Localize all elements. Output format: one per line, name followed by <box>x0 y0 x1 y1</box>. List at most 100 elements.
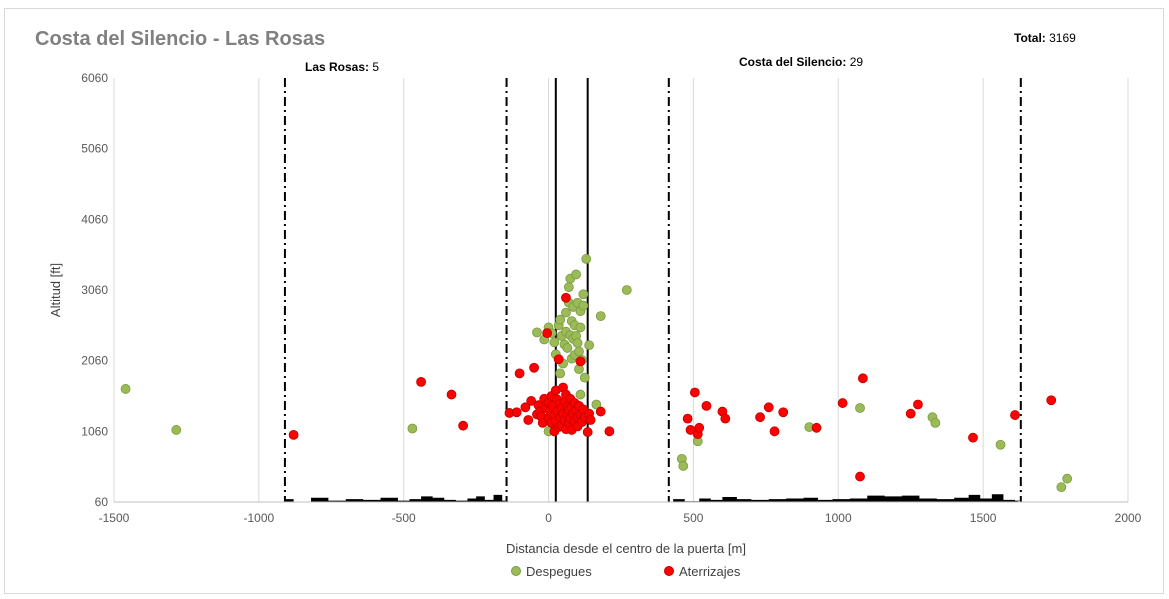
despegue-point <box>120 384 131 394</box>
las-rosas-label: Las Rosas: <box>305 60 370 74</box>
despegue-point <box>549 337 560 348</box>
y-tick-label: 6060 <box>81 71 108 85</box>
chart-title: Costa del Silencio - Las Rosas <box>35 28 326 50</box>
x-tick-label: 500 <box>683 511 703 525</box>
aterrizaje-point <box>523 415 534 425</box>
despegue-point <box>407 423 418 434</box>
x-tick-label: 2000 <box>1115 511 1142 525</box>
despegue-point <box>581 254 592 264</box>
las-rosas-value: 5 <box>372 60 380 74</box>
y-tick-label: 2060 <box>81 354 108 368</box>
x-tick-label: -1500 <box>99 511 130 525</box>
despegue-point <box>995 439 1006 450</box>
despegue-point <box>561 307 571 318</box>
legend-aterrizajes-marker <box>664 566 674 576</box>
total-value: 3169 <box>1049 31 1076 45</box>
aterrizaje-point <box>855 471 865 482</box>
las-rosas-annotation: Las Rosas: 5 <box>305 60 379 74</box>
axes: -1500 -1000 -500 0 500 1000 1500 2000 60 1060 2060… <box>81 71 1141 525</box>
aterrizaje-point <box>511 407 522 418</box>
y-tick-label: 5060 <box>81 142 108 156</box>
aterrizaje-point <box>561 292 571 303</box>
despegue-point <box>571 269 581 280</box>
aterrizaje-point <box>720 413 731 424</box>
despegue-point <box>595 311 606 322</box>
aterrizaje-point <box>446 389 457 400</box>
despegue-point <box>555 314 566 325</box>
despegue-point <box>1056 482 1067 493</box>
despegue-point <box>562 343 573 353</box>
aterrizaje-point <box>837 398 848 408</box>
aterrizaje-point <box>858 373 868 384</box>
total-annotation: Total: 3169 <box>1014 31 1076 45</box>
despegue-point <box>579 372 590 383</box>
grid-lines <box>113 78 1129 502</box>
aterrizaje-point <box>769 426 780 437</box>
aterrizaje-point <box>1010 410 1020 420</box>
aterrizaje-point <box>520 402 531 413</box>
aterrizaje-point <box>553 354 564 365</box>
terrain-segment <box>284 494 509 502</box>
x-tick-label: -500 <box>392 511 416 525</box>
aterrizaje-point <box>1046 395 1057 406</box>
despegue-point <box>1062 473 1073 484</box>
aterrizaje-point <box>689 387 700 398</box>
y-axis-title: Altitud [ft] <box>48 263 63 317</box>
legend: Despegues Aterrizajes <box>511 564 741 579</box>
despegue-point <box>578 289 589 300</box>
aterrizaje-point <box>585 415 596 425</box>
aterrizaje-point <box>529 362 539 373</box>
y-tick-label: 1060 <box>81 424 108 438</box>
aterrizaje-point <box>582 427 593 437</box>
x-axis-title: Distancia desde el centro de la puerta [… <box>506 541 746 556</box>
despegue-point <box>584 340 595 351</box>
aterrizaje-point <box>694 422 705 433</box>
despegue-point <box>171 425 182 435</box>
despegue-point <box>855 403 865 413</box>
legend-despegues-label: Despegues <box>526 564 592 579</box>
aterrizaje-point <box>968 432 978 443</box>
despegue-point <box>572 338 583 348</box>
aterrizaje-point <box>526 396 537 406</box>
aterrizaje-point <box>575 356 586 367</box>
aterrizaje-point <box>763 402 774 413</box>
despegue-point <box>575 322 586 333</box>
aterrizaje-point <box>682 413 693 424</box>
despegue-point <box>532 327 542 338</box>
despegue-point <box>621 285 632 295</box>
despegue-point <box>591 399 602 410</box>
terrain-profile <box>284 494 1022 502</box>
aterrizaje-point <box>288 429 299 440</box>
despegue-point <box>555 368 566 379</box>
aterrizaje-point <box>755 412 765 423</box>
aterrizaje-point <box>905 408 916 419</box>
total-label: Total: <box>1014 31 1046 45</box>
aterrizaje-point <box>542 328 553 339</box>
x-tick-label: 1500 <box>970 511 997 525</box>
aterrizaje-point <box>416 376 426 387</box>
aterrizaje-point <box>458 420 469 431</box>
y-tick-label: 60 <box>95 495 109 509</box>
aterrizaje-point <box>701 400 712 411</box>
despegue-point <box>678 461 689 471</box>
y-tick-label: 4060 <box>81 212 108 226</box>
aterrizaje-point <box>595 406 606 417</box>
terrain-segment <box>673 494 1022 502</box>
aterrizaje-point <box>811 422 822 433</box>
despegue-point <box>578 300 589 311</box>
x-tick-label: 1000 <box>825 511 852 525</box>
x-tick-label: 0 <box>545 511 552 525</box>
aterrizaje-point <box>913 399 923 410</box>
aterrizaje-point <box>604 426 615 437</box>
x-tick-label: -1000 <box>244 511 275 525</box>
despegue-point <box>563 282 574 293</box>
costa-value: 29 <box>849 55 864 69</box>
aterrizaje-point <box>514 368 525 379</box>
legend-aterrizajes-label: Aterrizajes <box>679 564 741 579</box>
gate-lines <box>283 78 1022 502</box>
costa-label: Costa del Silencio: <box>739 55 847 69</box>
despegue-point <box>930 417 941 428</box>
costa-annotation: Costa del Silencio: 29 <box>739 55 863 69</box>
data-points <box>120 254 1073 493</box>
